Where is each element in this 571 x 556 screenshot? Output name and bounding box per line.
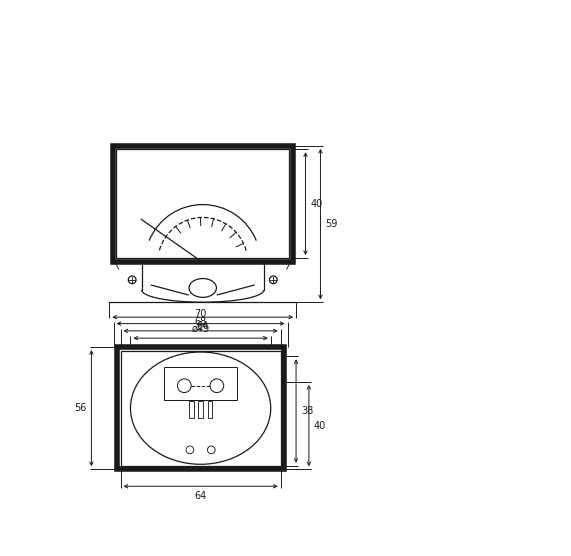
Bar xyxy=(164,366,238,400)
Bar xyxy=(208,401,212,419)
Text: 68: 68 xyxy=(195,316,207,326)
Text: ø49: ø49 xyxy=(191,324,210,334)
Text: 56: 56 xyxy=(74,403,86,413)
Text: 70: 70 xyxy=(194,309,207,319)
Text: 40: 40 xyxy=(314,420,326,430)
Text: 64: 64 xyxy=(196,321,209,331)
Bar xyxy=(113,146,292,261)
Bar xyxy=(117,347,284,469)
Bar xyxy=(116,150,289,258)
Text: 59: 59 xyxy=(325,219,338,229)
Bar xyxy=(189,401,194,419)
Text: 64: 64 xyxy=(195,490,207,500)
Text: 38: 38 xyxy=(301,406,313,416)
Bar xyxy=(120,351,281,466)
Bar xyxy=(198,401,203,419)
Text: 40: 40 xyxy=(311,198,323,208)
